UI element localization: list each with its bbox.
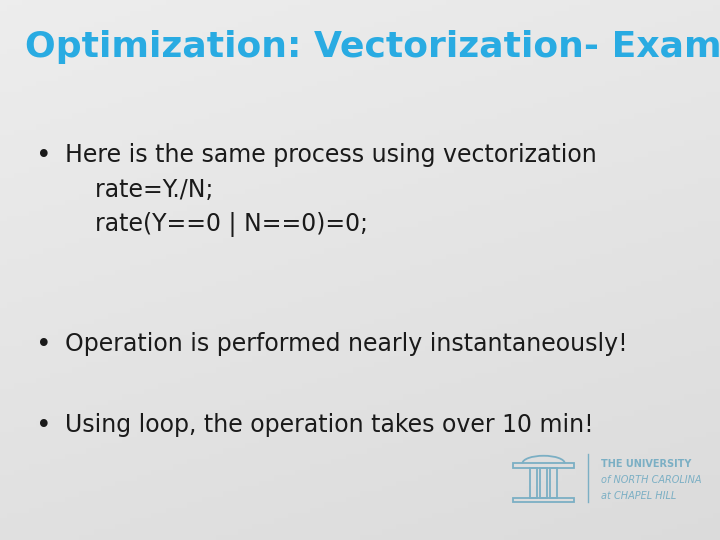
Text: of NORTH CAROLINA: of NORTH CAROLINA [601, 475, 702, 485]
Bar [530, 468, 537, 498]
Bar [513, 463, 574, 468]
Bar [550, 468, 557, 498]
Bar [513, 498, 574, 502]
Text: •: • [36, 143, 52, 169]
Bar [540, 468, 547, 498]
Text: Here is the same process using vectorization
    rate=Y./N;
    rate(Y==0 | N==0: Here is the same process using vectoriza… [65, 143, 597, 237]
Text: at CHAPEL HILL: at CHAPEL HILL [601, 490, 677, 501]
Text: •: • [36, 332, 52, 358]
Text: Operation is performed nearly instantaneously!: Operation is performed nearly instantane… [65, 332, 628, 356]
Text: THE UNIVERSITY: THE UNIVERSITY [601, 460, 692, 469]
Text: •: • [36, 413, 52, 439]
Text: Using loop, the operation takes over 10 min!: Using loop, the operation takes over 10 … [65, 413, 593, 437]
Text: Optimization: Vectorization- Example: Optimization: Vectorization- Example [25, 30, 720, 64]
